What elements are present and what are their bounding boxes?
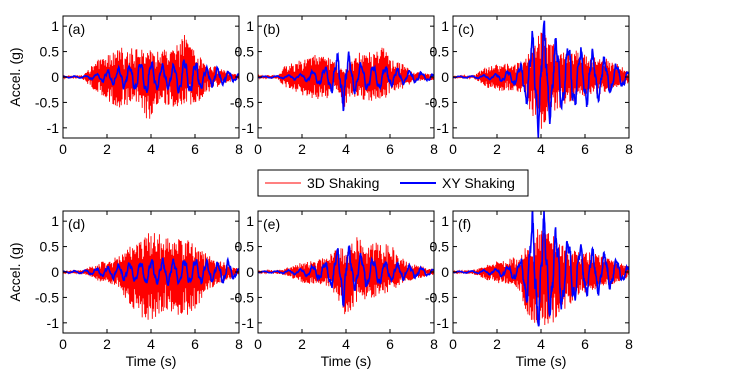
series-3d-shaking-e: [258, 237, 434, 315]
series-3d-shaking-a: [63, 34, 239, 119]
series-xy-shaking-b: [258, 51, 434, 112]
y-tick-label: 1: [441, 18, 449, 34]
x-tick-label: 0: [449, 336, 457, 352]
x-tick-label: 0: [254, 141, 262, 157]
y-tick-label: -0.5: [230, 289, 254, 305]
series-xy-shaking-d: [63, 256, 239, 286]
y-tick-label: -0.5: [35, 289, 59, 305]
x-axis-label: Time (s): [321, 353, 372, 369]
y-tick-label: 0.5: [235, 44, 255, 60]
series-xy-shaking-f: [453, 211, 629, 327]
panel-label: (f): [458, 216, 471, 232]
y-tick-label: 0.5: [430, 239, 450, 255]
x-tick-label: 6: [581, 336, 589, 352]
x-tick-label: 4: [147, 336, 155, 352]
panel-label: (b): [263, 21, 280, 37]
y-tick-label: -1: [242, 315, 255, 331]
y-tick-label: 1: [51, 213, 59, 229]
panel-c: 0 2 4 6 8 1 0.5 0 -0.5 -1 (c): [425, 15, 633, 157]
y-tick-label: 0: [441, 69, 449, 85]
panel-label: (a): [68, 21, 85, 37]
x-tick-label: 2: [103, 336, 111, 352]
x-tick-label: 8: [235, 336, 243, 352]
y-tick-label: -1: [47, 315, 60, 331]
legend-box: [257, 169, 529, 197]
x-tick-label: 0: [59, 141, 67, 157]
y-tick-label: 1: [441, 213, 449, 229]
y-tick-label: 1: [51, 18, 59, 34]
panel-a: 0 2 4 6 8 1 0.5 0 -0.5 -1 (a) Accel. (g): [7, 15, 243, 157]
y-tick-label: 1: [246, 213, 254, 229]
legend-label-3d: 3D Shaking: [307, 175, 379, 191]
x-tick-label: 8: [430, 336, 438, 352]
series-3d-shaking-d: [63, 233, 239, 320]
x-tick-label: 4: [342, 141, 350, 157]
legend: 3D Shaking XY Shaking: [257, 169, 529, 197]
x-tick-label: 8: [625, 336, 633, 352]
panel-b: 0 2 4 6 8 1 0.5 0 -0.5 -1 (b): [230, 15, 438, 157]
x-tick-label: 2: [298, 336, 306, 352]
panel-d: 0 2 4 6 8 1 0.5 0 -0.5 -1 (d) Accel. (g) Time (s): [7, 210, 243, 369]
y-tick-label: 1: [246, 18, 254, 34]
x-tick-label: 0: [254, 336, 262, 352]
panel-f: 0 2 4 6 8 1 0.5 0 -0.5 -1 (f) Time (s): [425, 210, 633, 369]
y-tick-label: 0: [51, 69, 59, 85]
x-axis-label: Time (s): [126, 353, 177, 369]
series-3d-shaking-c: [453, 32, 629, 129]
x-tick-label: 4: [537, 336, 545, 352]
legend-label-xy: XY Shaking: [442, 175, 515, 191]
y-tick-label: 0: [441, 264, 449, 280]
x-tick-label: 2: [103, 141, 111, 157]
x-tick-label: 0: [59, 336, 67, 352]
y-tick-label: 0.5: [235, 239, 255, 255]
y-tick-label: -1: [47, 120, 60, 136]
y-tick-label: 0: [51, 264, 59, 280]
y-tick-label: -1: [437, 315, 450, 331]
x-tick-label: 2: [493, 336, 501, 352]
x-tick-label: 6: [581, 141, 589, 157]
x-tick-label: 0: [449, 141, 457, 157]
panel-label: (c): [458, 21, 474, 37]
x-tick-label: 2: [298, 141, 306, 157]
series-xy-shaking-c: [453, 20, 629, 138]
panel-e: 0 2 4 6 8 1 0.5 0 -0.5 -1 (e) Time (s): [230, 210, 438, 369]
y-tick-label: 0.5: [40, 44, 60, 60]
y-tick-label: -1: [437, 120, 450, 136]
x-tick-label: 8: [235, 141, 243, 157]
x-tick-label: 4: [342, 336, 350, 352]
panel-label: (d): [68, 216, 85, 232]
x-tick-label: 6: [191, 336, 199, 352]
y-axis-label: Accel. (g): [7, 47, 23, 106]
series-3d-shaking-b: [258, 47, 434, 107]
x-tick-label: 6: [386, 336, 394, 352]
x-tick-label: 6: [191, 141, 199, 157]
y-tick-label: 0: [246, 69, 254, 85]
y-tick-label: 0: [246, 264, 254, 280]
x-tick-label: 6: [386, 141, 394, 157]
y-tick-label: -0.5: [425, 289, 449, 305]
x-tick-label: 8: [430, 141, 438, 157]
y-tick-label: -0.5: [35, 94, 59, 110]
series-xy-shaking-a: [63, 59, 239, 94]
y-tick-label: -0.5: [230, 94, 254, 110]
series-xy-shaking-e: [258, 245, 434, 307]
x-tick-label: 4: [537, 141, 545, 157]
x-tick-label: 4: [147, 141, 155, 157]
series-3d-shaking-f: [453, 229, 629, 326]
x-axis-label: Time (s): [516, 353, 567, 369]
panel-label: (e): [263, 216, 280, 232]
y-axis-label: Accel. (g): [7, 242, 23, 301]
y-tick-label: 0.5: [430, 44, 450, 60]
x-tick-label: 2: [493, 141, 501, 157]
y-tick-label: 0.5: [40, 239, 60, 255]
y-tick-label: -0.5: [425, 94, 449, 110]
y-tick-label: -1: [242, 120, 255, 136]
x-tick-label: 8: [625, 141, 633, 157]
